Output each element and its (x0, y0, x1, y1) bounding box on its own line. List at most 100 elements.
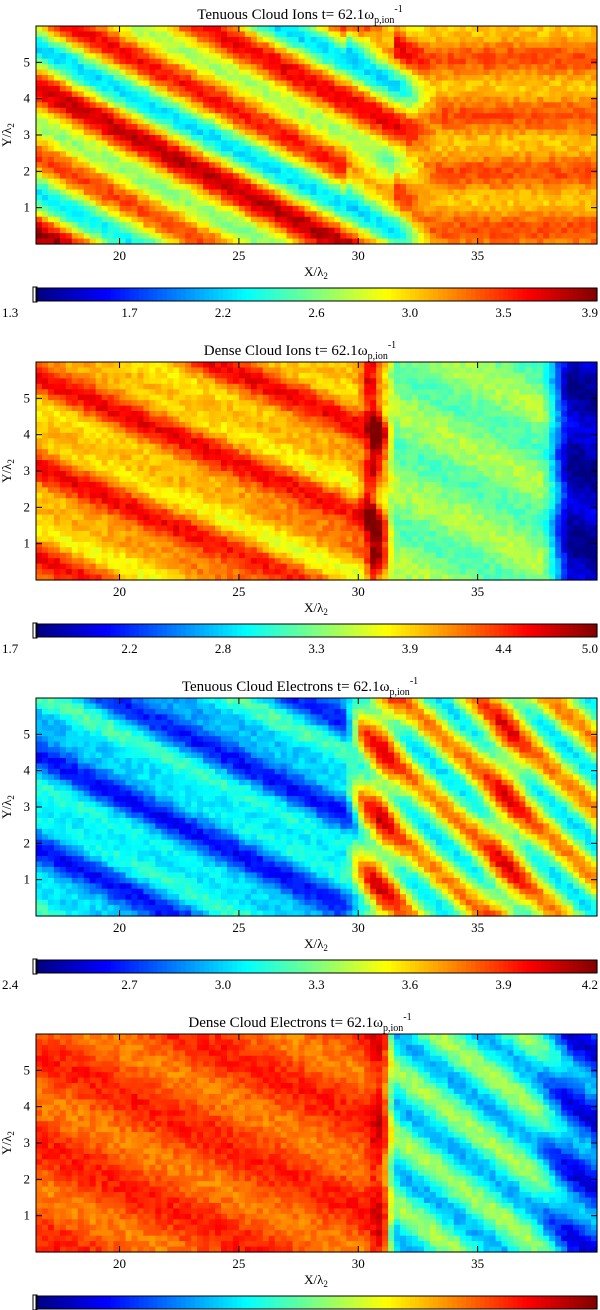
heatmap-cell (429, 216, 437, 223)
heatmap-cell (304, 216, 312, 223)
heatmap-cell (221, 91, 228, 98)
heatmap-cell (352, 200, 359, 207)
heatmap-cell (71, 389, 79, 396)
heatmap-cell (119, 509, 127, 516)
heatmap-cell (83, 454, 91, 461)
heatmap-cell (406, 216, 413, 223)
heatmap-cell (167, 362, 174, 369)
colorbar-segment (223, 288, 229, 301)
heatmap-cell (179, 26, 186, 33)
heatmap-cell (585, 216, 592, 223)
heatmap-cell (65, 394, 73, 401)
heatmap-cell (525, 162, 532, 169)
heatmap-cell (543, 140, 550, 147)
colorbar-segment (419, 288, 425, 301)
heatmap-cell (358, 42, 365, 49)
heatmap-cell (71, 178, 79, 185)
heatmap-cell (53, 140, 61, 147)
heatmap-cell (567, 194, 574, 201)
heatmap-cell (167, 42, 174, 49)
heatmap-cell (417, 184, 425, 191)
heatmap-cell (531, 91, 538, 98)
heatmap-cell (77, 184, 85, 191)
heatmap-cell (137, 129, 145, 136)
heatmap-cell (89, 189, 97, 196)
heatmap-cell (101, 194, 109, 201)
heatmap-cell (388, 69, 395, 76)
heatmap-cell (179, 492, 186, 499)
heatmap-cell (119, 189, 127, 196)
heatmap-cell (89, 454, 97, 461)
heatmap-cell (525, 205, 532, 212)
heatmap-cell (388, 205, 395, 212)
heatmap-cell (250, 211, 258, 218)
heatmap-cell (83, 525, 91, 532)
heatmap-cell (441, 107, 449, 114)
heatmap-cell (537, 238, 544, 245)
heatmap-cell (561, 189, 568, 196)
heatmap-cell (47, 135, 55, 142)
heatmap-cell (262, 113, 270, 120)
heatmap-cell (519, 124, 526, 131)
heatmap-cell (179, 113, 186, 120)
heatmap-cell (394, 222, 401, 229)
heatmap-cell (143, 31, 150, 38)
heatmap-cell (489, 96, 497, 103)
heatmap-cell (591, 75, 598, 82)
heatmap-cell (483, 91, 491, 98)
heatmap-cell (137, 140, 145, 147)
heatmap-cell (483, 151, 491, 158)
heatmap-cell (358, 102, 365, 109)
colorbar-segment (353, 288, 360, 301)
heatmap-cell (346, 238, 353, 245)
heatmap-cell (95, 427, 103, 434)
heatmap-cell (149, 558, 156, 565)
heatmap-cell (155, 411, 162, 418)
heatmap-cell (173, 47, 180, 54)
heatmap-cell (256, 124, 264, 131)
heatmap-cell (101, 372, 109, 379)
heatmap-cell (382, 124, 389, 131)
heatmap-cell (131, 362, 139, 369)
heatmap-cell (591, 124, 598, 131)
heatmap-cell (41, 107, 49, 114)
heatmap-cell (179, 487, 186, 494)
heatmap-cell (107, 80, 115, 87)
heatmap-cell (173, 367, 180, 374)
heatmap-cell (95, 487, 103, 494)
heatmap-cell (298, 58, 306, 65)
heatmap-cell (119, 541, 127, 548)
heatmap-cell (388, 167, 395, 174)
heatmap-cell (41, 96, 49, 103)
heatmap-cell (489, 47, 497, 54)
heatmap-cell (149, 238, 156, 245)
heatmap-cell (441, 36, 449, 43)
heatmap-cell (346, 151, 353, 158)
heatmap-cell (41, 411, 49, 418)
heatmap-cell (95, 47, 103, 54)
heatmap-cell (316, 156, 324, 163)
heatmap-cell (477, 189, 485, 196)
heatmap-cell (113, 498, 121, 505)
heatmap-cell (274, 216, 282, 223)
heatmap-cell (209, 233, 216, 240)
heatmap-cell (137, 383, 145, 390)
heatmap-cell (197, 140, 204, 147)
heatmap-cell (215, 96, 222, 103)
heatmap-cell (107, 124, 115, 131)
heatmap-cell (83, 405, 91, 412)
heatmap-cell (59, 42, 67, 49)
heatmap-cell (167, 530, 174, 537)
heatmap-cell (382, 135, 389, 142)
heatmap-cell (417, 140, 425, 147)
heatmap-cell (280, 96, 288, 103)
heatmap-cell (388, 31, 395, 38)
heatmap-cell (226, 173, 234, 180)
heatmap-cell (561, 91, 568, 98)
heatmap-cell (59, 151, 67, 158)
heatmap-cell (71, 383, 79, 390)
heatmap-cell (483, 200, 491, 207)
heatmap-cell (298, 124, 306, 131)
heatmap-cell (179, 216, 186, 223)
heatmap-cell (143, 443, 150, 450)
